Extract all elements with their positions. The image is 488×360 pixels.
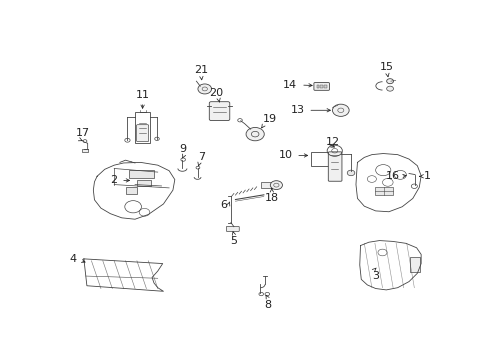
Text: 2: 2 <box>110 175 117 185</box>
Bar <box>125 187 137 194</box>
FancyBboxPatch shape <box>327 152 341 181</box>
Text: 11: 11 <box>135 90 149 100</box>
Circle shape <box>245 127 264 141</box>
Text: 12: 12 <box>325 138 339 148</box>
Bar <box>374 187 392 195</box>
Text: 7: 7 <box>198 152 205 162</box>
Text: 15: 15 <box>379 62 393 72</box>
Text: 20: 20 <box>209 88 223 98</box>
Text: 21: 21 <box>194 64 207 75</box>
Text: 16: 16 <box>385 171 399 181</box>
Bar <box>310 152 333 166</box>
Text: 9: 9 <box>179 144 186 154</box>
Text: 6: 6 <box>220 200 226 210</box>
Bar <box>137 180 151 186</box>
Bar <box>316 85 319 89</box>
Circle shape <box>270 181 282 190</box>
Text: 19: 19 <box>262 114 276 125</box>
FancyBboxPatch shape <box>136 125 148 141</box>
Bar <box>261 182 271 188</box>
Text: 4: 4 <box>70 255 77 264</box>
FancyBboxPatch shape <box>313 82 329 90</box>
FancyBboxPatch shape <box>226 226 239 231</box>
Text: 8: 8 <box>264 300 271 310</box>
Text: 13: 13 <box>290 105 304 115</box>
Bar <box>129 170 154 177</box>
Bar <box>409 257 419 272</box>
Text: 5: 5 <box>230 237 237 246</box>
Bar <box>324 85 326 89</box>
Circle shape <box>386 86 393 91</box>
Bar <box>320 85 323 89</box>
Circle shape <box>386 79 393 84</box>
Circle shape <box>346 170 354 176</box>
Bar <box>82 149 88 152</box>
Bar <box>135 112 150 143</box>
Text: 1: 1 <box>423 171 429 181</box>
FancyBboxPatch shape <box>209 102 229 121</box>
Text: 3: 3 <box>371 271 378 281</box>
Circle shape <box>332 104 348 116</box>
Text: 18: 18 <box>264 193 278 203</box>
Text: 17: 17 <box>76 128 90 138</box>
Circle shape <box>198 84 211 94</box>
Text: 14: 14 <box>282 80 296 90</box>
Text: 10: 10 <box>279 150 292 161</box>
